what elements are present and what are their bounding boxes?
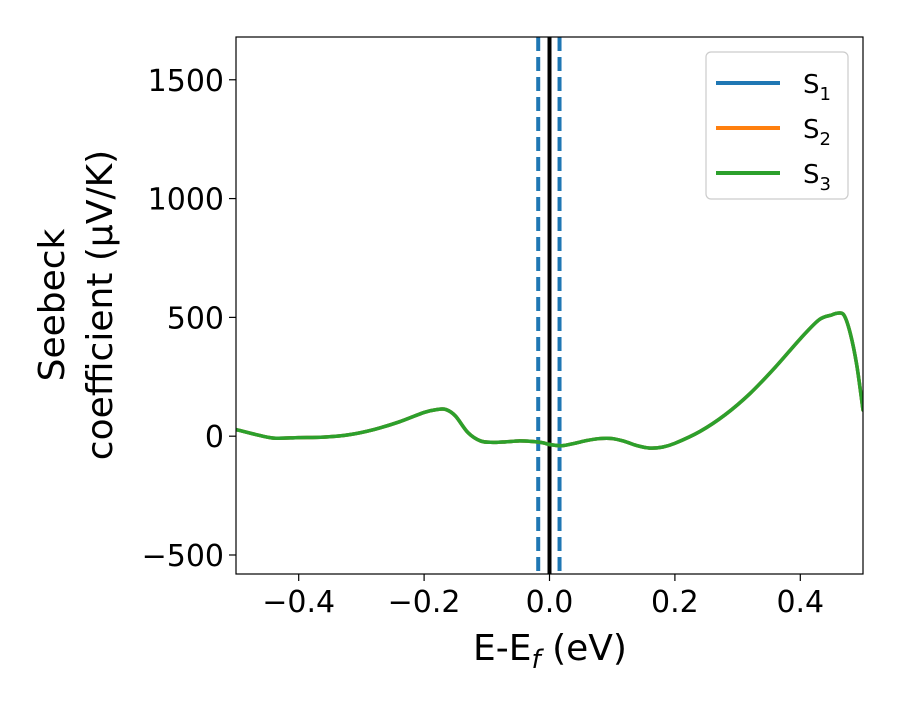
y-tick-label: 1000 [148,183,224,218]
x-tick-label: 0.0 [526,585,574,620]
y-tick-label: −500 [142,539,224,574]
x-tick-label: −0.4 [262,585,335,620]
x-axis-title: E-Ef (eV) [473,628,627,675]
legend-label-s1: S1 [803,70,831,105]
x-tick-label: 0.2 [651,585,699,620]
legend-label-s2: S2 [803,115,831,150]
x-tick-label: −0.2 [388,585,461,620]
x-tick-label: 0.4 [776,585,824,620]
legend-frame [705,51,849,200]
y-axis-title-line1-text: Seebeck [32,228,73,381]
legend: S1 S2 S3 [705,51,849,200]
y-axis-title-line2-text: coefficient (μV/K) [80,150,121,460]
y-tick-label: 500 [167,301,224,336]
legend-label-s3: S3 [803,160,831,195]
y-tick-label: 1500 [148,64,224,99]
series-line-s3 [236,311,863,450]
y-tick-label: 0 [205,420,224,455]
